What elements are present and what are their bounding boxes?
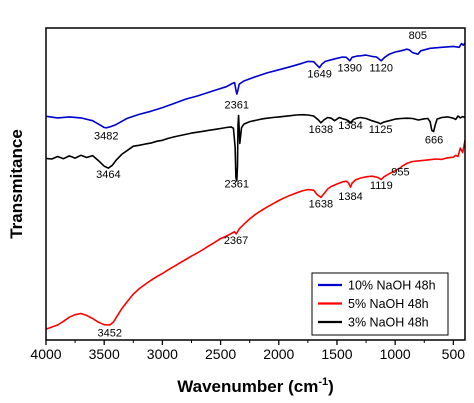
legend-label: 5% NaOH 48h xyxy=(348,297,429,311)
x-axis-title-main: Wavenumber (cm xyxy=(177,377,318,396)
peak-annotations: 805 1390 1120 1649 2361 3482 1638 1384 1125 666 34… xyxy=(94,30,443,339)
peak-label: 2361 xyxy=(225,99,249,111)
peak-label: 1638 xyxy=(309,124,333,136)
peak-label: 666 xyxy=(425,134,443,146)
legend-label: 10% NaOH 48h xyxy=(348,279,436,293)
peak-label: 1119 xyxy=(370,180,393,192)
x-axis-title-sup: -1 xyxy=(318,376,328,388)
peak-label: 3482 xyxy=(94,131,118,143)
series-line-1 xyxy=(45,42,466,129)
series-line-2 xyxy=(45,140,466,330)
peak-label: 2361 xyxy=(225,179,249,191)
x-tick-label: 3500 xyxy=(89,346,120,362)
peak-label: 3452 xyxy=(98,327,122,339)
series-line-3 xyxy=(45,113,466,182)
legend-label: 3% NaOH 48h xyxy=(348,316,429,330)
peak-label: 1384 xyxy=(338,191,362,203)
peak-label: 805 xyxy=(409,30,427,42)
x-tick-label: 1500 xyxy=(321,346,352,362)
peak-label: 1384 xyxy=(338,120,362,132)
peak-label: 1390 xyxy=(338,62,362,74)
x-tick-label: 3000 xyxy=(147,346,178,362)
x-axis-title-close: ) xyxy=(328,377,334,396)
peak-label: 955 xyxy=(391,166,409,178)
x-tick-label: 500 xyxy=(442,346,466,362)
legend: 10% NaOH 48h 5% NaOH 48h 3% NaOH 48h xyxy=(311,272,449,336)
series-lines xyxy=(45,42,466,330)
peak-label: 1638 xyxy=(309,199,333,211)
x-tick-label: 4000 xyxy=(30,346,61,362)
peak-label: 1120 xyxy=(369,62,393,74)
x-tick-label: 2500 xyxy=(205,346,236,362)
x-tick-label: 1000 xyxy=(380,346,411,362)
x-axis-title: Wavenumber (cm-1) xyxy=(177,376,334,396)
y-axis-title: Transmitance xyxy=(7,129,26,239)
plot-frame xyxy=(45,27,466,341)
x-axis-ticks: 4000 3500 3000 2500 2000 1500 1000 500 xyxy=(30,340,465,362)
peak-label: 1125 xyxy=(369,124,393,136)
peak-label: 1649 xyxy=(307,68,331,80)
peak-label: 3464 xyxy=(96,169,120,181)
peak-label: 2367 xyxy=(224,235,248,247)
x-tick-label: 2000 xyxy=(263,346,294,362)
